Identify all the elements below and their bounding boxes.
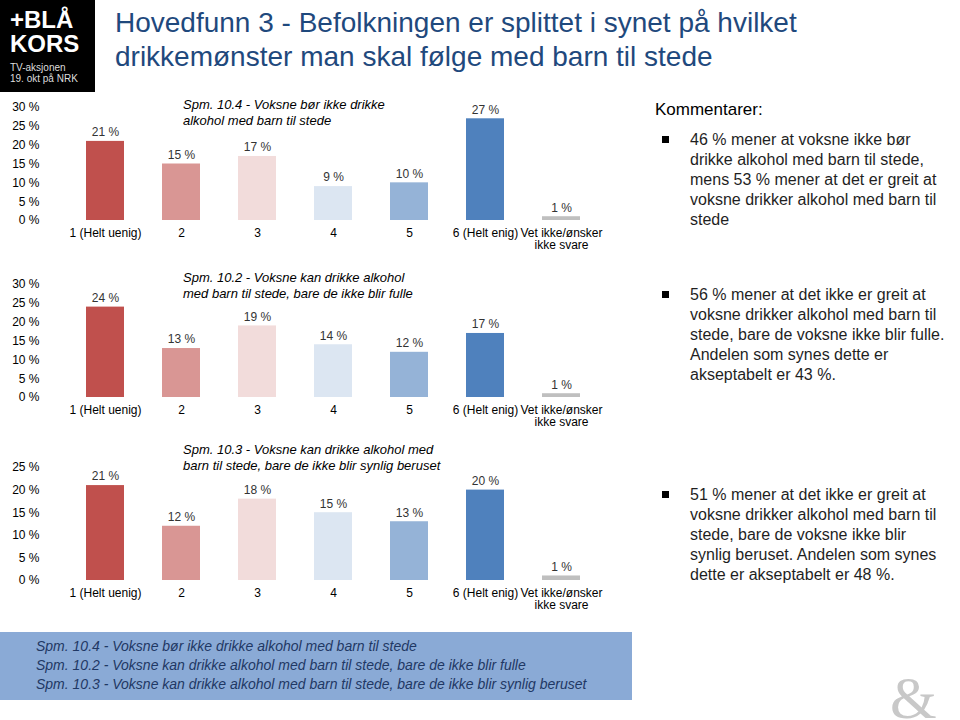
svg-text:30 %: 30 %: [12, 277, 40, 291]
svg-text:27 %: 27 %: [472, 103, 500, 117]
svg-text:3: 3: [254, 226, 261, 240]
svg-text:15 %: 15 %: [320, 497, 348, 511]
svg-text:6 (Helt enig): 6 (Helt enig): [453, 226, 518, 240]
html-text:Kommentarer:: Kommentarer:: [655, 100, 763, 119]
svg-text:1 (Helt uenig): 1 (Helt uenig): [69, 403, 141, 417]
html-text:Spm. 10.4 - Voksne bør ikke dr: Spm. 10.4 - Voksne bør ikke drikke alkoh…: [183, 97, 385, 128]
svg-text:4: 4: [330, 226, 337, 240]
html-text:51 % mener at det ikke er grei: 51 % mener at det ikke er greit at voksn…: [690, 486, 937, 583]
svg-text:10 %: 10 %: [396, 167, 424, 181]
svg-text:14 %: 14 %: [320, 329, 348, 343]
svg-text:10 %: 10 %: [12, 353, 40, 367]
svg-text:30 %: 30 %: [12, 100, 40, 114]
svg-text:9 %: 9 %: [323, 170, 344, 184]
svg-text:12 %: 12 %: [168, 510, 196, 524]
svg-text:20 %: 20 %: [472, 474, 500, 488]
html-text:Spm. 10.2 - Voksne kan drikke: Spm. 10.2 - Voksne kan drikke alkohol me…: [36, 657, 526, 673]
svg-text:Vet ikke/ønskerikke svare: Vet ikke/ønskerikke svare: [520, 403, 602, 429]
svg-text:17 %: 17 %: [244, 140, 272, 154]
svg-text:20 %: 20 %: [12, 138, 40, 152]
svg-text:20 %: 20 %: [12, 315, 40, 329]
svg-text:10 %: 10 %: [12, 528, 40, 542]
html-text:Spm. 10.3 - Voksne kan drikke: Spm. 10.3 - Voksne kan drikke alkohol me…: [36, 676, 587, 692]
svg-text:24 %: 24 %: [92, 291, 120, 305]
svg-text:19 %: 19 %: [244, 310, 272, 324]
svg-text:4: 4: [330, 403, 337, 417]
svg-text:Vet ikke/ønskerikke svare: Vet ikke/ønskerikke svare: [520, 226, 602, 252]
html-text:46 % mener at voksne ikke bør: 46 % mener at voksne ikke bør drikke alk…: [690, 131, 937, 228]
svg-text:5 %: 5 %: [19, 195, 40, 209]
svg-text:4: 4: [330, 586, 337, 600]
html-text:Hovedfunn 3 - Befolkningen er: Hovedfunn 3 - Befolkningen er splittet i…: [115, 7, 797, 72]
svg-text:Vet ikke/ønskerikke svare: Vet ikke/ønskerikke svare: [520, 586, 602, 612]
svg-text:0 %: 0 %: [19, 390, 40, 404]
svg-text:1 %: 1 %: [551, 378, 572, 392]
svg-text:17 %: 17 %: [472, 317, 500, 331]
svg-text:25 %: 25 %: [12, 460, 40, 474]
svg-text:12 %: 12 %: [396, 336, 424, 350]
svg-text:1 %: 1 %: [551, 560, 572, 574]
svg-text:15 %: 15 %: [12, 157, 40, 171]
svg-text:3: 3: [254, 403, 261, 417]
svg-text:0 %: 0 %: [19, 213, 40, 227]
svg-text:21 %: 21 %: [92, 469, 120, 483]
svg-text:18 %: 18 %: [244, 483, 272, 497]
svg-text:0 %: 0 %: [19, 573, 40, 587]
html-text:TV-aksjonen: TV-aksjonen: [10, 62, 66, 73]
svg-text:5: 5: [406, 226, 413, 240]
svg-text:15 %: 15 %: [168, 148, 196, 162]
html-text:19. okt på NRK: 19. okt på NRK: [10, 73, 78, 84]
svg-text:21 %: 21 %: [92, 125, 120, 139]
html-text:56 % mener at det ikke er grei: 56 % mener at det ikke er greit at voksn…: [690, 286, 945, 383]
html-text:KORS: KORS: [10, 30, 80, 57]
svg-text:2: 2: [178, 226, 185, 240]
svg-text:6 (Helt enig): 6 (Helt enig): [453, 586, 518, 600]
html-text:+BLÅ: +BLÅ: [10, 6, 74, 33]
svg-text:5: 5: [406, 586, 413, 600]
svg-text:20 %: 20 %: [12, 483, 40, 497]
svg-text:13 %: 13 %: [168, 332, 196, 346]
svg-text:2: 2: [178, 403, 185, 417]
svg-text:1 (Helt uenig): 1 (Helt uenig): [69, 226, 141, 240]
svg-text:25 %: 25 %: [12, 296, 40, 310]
svg-text:25 %: 25 %: [12, 119, 40, 133]
svg-text:5 %: 5 %: [19, 551, 40, 565]
html-text:Spm. 10.2 - Voksne kan drikke: Spm. 10.2 - Voksne kan drikke alkohol me…: [183, 270, 413, 301]
html-text:Spm. 10.3 - Voksne kan drikke: Spm. 10.3 - Voksne kan drikke alkohol me…: [183, 442, 441, 473]
svg-text:2: 2: [178, 586, 185, 600]
svg-text:10 %: 10 %: [12, 176, 40, 190]
svg-text:1 (Helt uenig): 1 (Helt uenig): [69, 586, 141, 600]
svg-text:5: 5: [406, 403, 413, 417]
svg-text:6 (Helt enig): 6 (Helt enig): [453, 403, 518, 417]
svg-text:13 %: 13 %: [396, 506, 424, 520]
html-text:Spm. 10.4 - Voksne bør ikke dr: Spm. 10.4 - Voksne bør ikke drikke alkoh…: [36, 638, 417, 654]
svg-text:5 %: 5 %: [19, 372, 40, 386]
svg-text:15 %: 15 %: [12, 334, 40, 348]
svg-text:3: 3: [254, 586, 261, 600]
svg-text:1 %: 1 %: [551, 201, 572, 215]
svg-text:15 %: 15 %: [12, 506, 40, 520]
